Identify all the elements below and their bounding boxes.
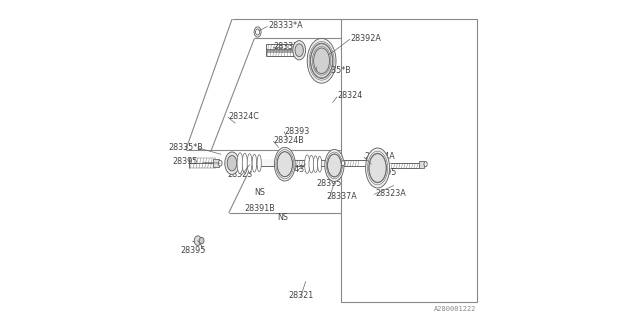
Text: A280001222: A280001222 bbox=[435, 306, 477, 312]
Text: 28337A: 28337A bbox=[326, 192, 357, 201]
Ellipse shape bbox=[243, 153, 248, 173]
Ellipse shape bbox=[424, 162, 428, 167]
Text: 28395: 28395 bbox=[371, 168, 397, 177]
Ellipse shape bbox=[195, 236, 201, 245]
Ellipse shape bbox=[342, 161, 344, 166]
Ellipse shape bbox=[277, 152, 292, 177]
Ellipse shape bbox=[257, 155, 261, 172]
Ellipse shape bbox=[218, 160, 222, 166]
Text: 28395: 28395 bbox=[181, 246, 206, 255]
Text: 28324: 28324 bbox=[338, 92, 363, 100]
Ellipse shape bbox=[292, 41, 306, 60]
Ellipse shape bbox=[225, 152, 239, 174]
Text: 28393: 28393 bbox=[285, 127, 310, 136]
Text: 28323: 28323 bbox=[227, 170, 252, 179]
Text: 28433: 28433 bbox=[285, 165, 310, 174]
Ellipse shape bbox=[305, 155, 310, 173]
Text: 28323A: 28323A bbox=[375, 189, 406, 198]
Ellipse shape bbox=[275, 147, 295, 181]
Ellipse shape bbox=[324, 149, 344, 181]
Ellipse shape bbox=[310, 43, 333, 78]
Ellipse shape bbox=[247, 154, 252, 172]
Text: 28324B: 28324B bbox=[274, 136, 305, 145]
Ellipse shape bbox=[327, 154, 342, 177]
Text: NS: NS bbox=[277, 213, 288, 222]
Ellipse shape bbox=[369, 153, 387, 183]
Ellipse shape bbox=[227, 156, 237, 171]
Ellipse shape bbox=[199, 237, 204, 244]
Text: 28335*B: 28335*B bbox=[317, 66, 351, 75]
Text: NS: NS bbox=[254, 188, 266, 197]
Text: 28337: 28337 bbox=[274, 42, 299, 51]
Text: 28321: 28321 bbox=[288, 292, 313, 300]
Ellipse shape bbox=[295, 44, 303, 57]
FancyBboxPatch shape bbox=[212, 159, 219, 167]
Ellipse shape bbox=[254, 27, 261, 37]
Text: 28395: 28395 bbox=[173, 157, 198, 166]
Ellipse shape bbox=[314, 156, 317, 172]
Ellipse shape bbox=[317, 156, 322, 172]
Ellipse shape bbox=[307, 38, 336, 83]
Text: 28324A: 28324A bbox=[365, 152, 396, 161]
Text: 28392A: 28392A bbox=[351, 34, 381, 43]
FancyBboxPatch shape bbox=[419, 161, 424, 168]
Text: 28391B: 28391B bbox=[245, 204, 276, 213]
Ellipse shape bbox=[252, 154, 257, 172]
Ellipse shape bbox=[255, 29, 260, 35]
Text: 28333*A: 28333*A bbox=[269, 21, 303, 30]
Ellipse shape bbox=[237, 153, 243, 173]
Text: 28324C: 28324C bbox=[229, 112, 260, 121]
Ellipse shape bbox=[314, 48, 330, 74]
Ellipse shape bbox=[309, 155, 314, 173]
Bar bbox=[239, 160, 339, 166]
Ellipse shape bbox=[365, 148, 390, 188]
Text: 28335*B: 28335*B bbox=[168, 143, 203, 152]
Text: 28395: 28395 bbox=[317, 180, 342, 188]
